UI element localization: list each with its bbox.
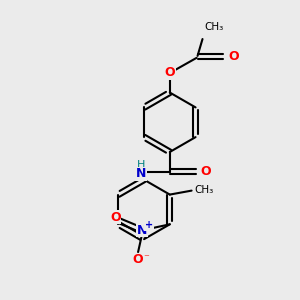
Text: CH₃: CH₃ bbox=[195, 184, 214, 195]
Text: O: O bbox=[110, 211, 121, 224]
Text: H: H bbox=[137, 160, 145, 170]
Text: O: O bbox=[228, 50, 239, 63]
Text: N: N bbox=[136, 167, 146, 180]
Text: CH₃: CH₃ bbox=[205, 22, 224, 32]
Text: N: N bbox=[137, 224, 147, 237]
Text: O: O bbox=[200, 165, 211, 178]
Text: ⁻: ⁻ bbox=[143, 253, 149, 263]
Text: O: O bbox=[133, 254, 143, 266]
Text: O: O bbox=[164, 66, 175, 79]
Text: +: + bbox=[145, 220, 153, 230]
